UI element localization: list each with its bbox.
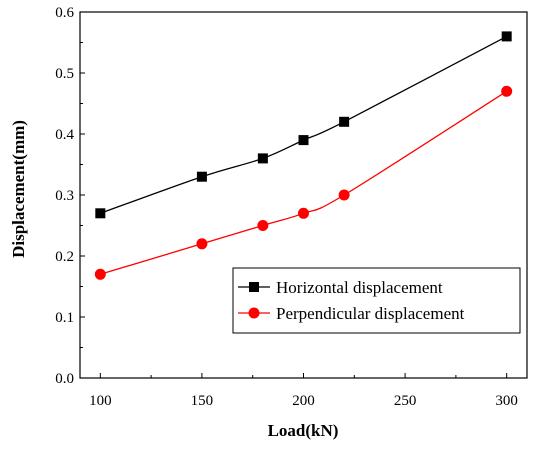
series-perpendicular	[94, 85, 513, 280]
legend-marker-perpendicular	[248, 307, 260, 319]
legend-marker-horizontal	[249, 282, 259, 292]
x-tick-label: 250	[394, 393, 417, 409]
data-point	[196, 238, 208, 250]
y-tick-label: 0.4	[55, 127, 74, 143]
x-tick-label: 200	[292, 393, 315, 409]
series-line	[100, 90, 508, 275]
x-tick-label: 300	[495, 393, 518, 409]
y-tick-label: 0.1	[55, 310, 74, 326]
data-point	[501, 31, 512, 42]
legend: Horizontal displacement Perpendicular di…	[232, 267, 521, 334]
x-axis-ticks: 100 150 200 250 300	[89, 373, 518, 409]
data-point	[257, 220, 269, 231]
y-tick-label: 0.6	[55, 5, 74, 21]
legend-label-horizontal: Horizontal displacement	[276, 278, 443, 297]
series-horizontal	[95, 31, 512, 219]
data-point	[257, 153, 268, 164]
legend-label-perpendicular: Perpendicular displacement	[276, 304, 465, 323]
y-tick-label: 0.2	[55, 249, 74, 265]
x-tick-label: 100	[89, 393, 112, 409]
y-tick-label: 0.0	[55, 371, 74, 387]
legend-box	[232, 267, 521, 334]
data-point	[298, 135, 309, 146]
y-axis-ticks: 0.0 0.1 0.2 0.3 0.4 0.5 0.6	[55, 5, 85, 387]
data-point	[196, 171, 207, 182]
data-point	[339, 116, 350, 127]
data-point	[338, 189, 350, 201]
y-tick-label: 0.3	[55, 188, 74, 204]
y-axis-title: Displacement(mm)	[9, 120, 28, 258]
data-point	[298, 207, 309, 219]
data-point	[94, 268, 106, 280]
x-tick-label: 150	[191, 393, 214, 409]
data-point	[501, 85, 513, 97]
data-point	[95, 208, 106, 219]
x-axis-title: Load(kN)	[268, 421, 339, 440]
y-tick-label: 0.5	[55, 66, 74, 82]
series-layer	[94, 31, 513, 280]
series-line	[100, 35, 507, 214]
